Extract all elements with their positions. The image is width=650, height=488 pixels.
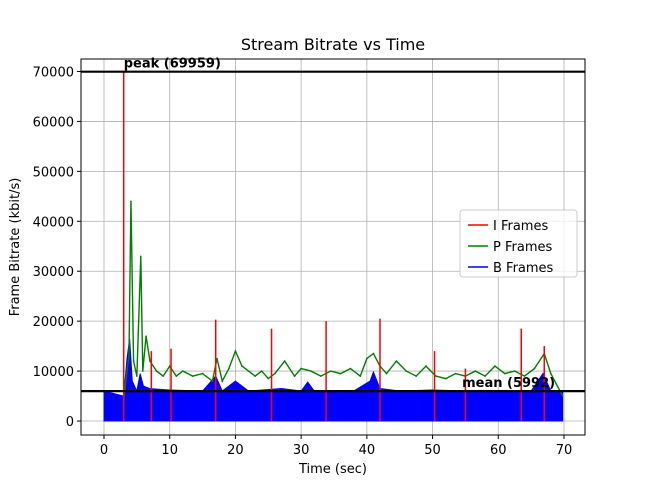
p-frames-point <box>444 377 447 380</box>
p-frames-point <box>293 375 296 377</box>
p-frames-point <box>191 375 194 377</box>
p-frames-point <box>274 372 276 375</box>
y-tick-label: 50000 <box>33 165 74 180</box>
plot-frame <box>80 58 586 436</box>
p-frames-line <box>123 201 564 402</box>
p-frames-point <box>405 370 408 372</box>
p-frames-point <box>395 360 398 362</box>
legend-label: B Frames <box>493 261 554 276</box>
p-frames-point <box>415 375 417 377</box>
p-frames-point <box>168 365 171 367</box>
p-frames-point <box>283 360 286 362</box>
p-frames-point <box>149 360 151 362</box>
p-frames-point <box>435 375 437 377</box>
p-frames-point <box>484 375 486 377</box>
y-tick-label: 20000 <box>33 315 74 330</box>
p-frames-point <box>254 375 256 377</box>
y-tick-label: 0 <box>66 415 74 430</box>
p-frames-point <box>474 370 477 372</box>
p-frames-point <box>425 365 427 367</box>
y-tick-label: 40000 <box>33 215 74 230</box>
p-frames-point <box>359 375 362 377</box>
p-frames-point <box>561 395 564 397</box>
x-tick-label: 30 <box>293 443 310 458</box>
p-frames-point <box>175 375 178 377</box>
p-frames-point <box>523 375 526 377</box>
x-tick-label: 70 <box>556 443 573 458</box>
y-tick-label: 70000 <box>33 65 74 80</box>
p-frames-point <box>385 372 388 375</box>
legend: I Frames P Frames B Frames <box>459 209 578 278</box>
y-tick-label: 30000 <box>33 265 74 280</box>
p-frames-point <box>550 372 552 375</box>
p-frames-point <box>241 365 243 367</box>
p-frames-point <box>216 357 218 360</box>
p-frames-point <box>132 360 135 362</box>
x-tick-label: 40 <box>359 443 376 458</box>
p-frames-point <box>211 380 214 382</box>
p-frames-point <box>556 385 559 387</box>
p-frames-point <box>349 367 352 370</box>
p-frames-point <box>300 367 302 370</box>
legend-label: I Frames <box>493 219 548 234</box>
p-frames-point <box>125 375 128 377</box>
reference-lines: peak (69959) mean (5992) <box>81 57 585 393</box>
p-frames-point <box>504 372 506 375</box>
p-frames-point <box>128 355 130 357</box>
p-frames-point <box>372 352 375 355</box>
x-tick-label: 60 <box>490 443 507 458</box>
p-frames-point <box>228 367 230 370</box>
p-frames-point <box>136 375 138 377</box>
legend-box <box>459 209 578 278</box>
peak-label: peak (69959) <box>124 57 221 72</box>
p-frames-point <box>513 370 516 372</box>
p-frames-point <box>339 372 342 375</box>
y-axis-title: Frame Bitrate (kbit/s) <box>8 178 23 317</box>
p-frames-point <box>162 375 164 377</box>
x-axis-title: Time (sec) <box>298 462 367 477</box>
p-frames-point <box>310 370 312 372</box>
x-tick-label: 50 <box>424 443 441 458</box>
p-frames-point <box>221 380 224 382</box>
y-tick-label: 60000 <box>33 115 74 130</box>
legend-label: P Frames <box>493 240 552 255</box>
p-frames-point <box>366 357 368 360</box>
p-frames-point <box>320 375 322 377</box>
x-tick-label: 0 <box>100 443 108 458</box>
chart-title: Stream Bitrate vs Time <box>241 35 425 54</box>
p-frames-point <box>155 370 158 372</box>
p-frames-point <box>267 377 270 380</box>
p-frames-point <box>454 372 457 375</box>
y-tick-label: 10000 <box>33 365 74 380</box>
p-frames-point <box>234 350 237 352</box>
p-frames-point <box>201 372 204 375</box>
x-tick-label: 20 <box>227 443 244 458</box>
p-frames-point <box>494 365 496 367</box>
p-frames-point <box>182 370 184 372</box>
p-frames-point <box>145 335 147 337</box>
p-frames-point <box>260 370 263 372</box>
axis-ticks: 0 10 20 30 40 50 60 70 0 10000 20000 30000 40000 5000… <box>33 65 573 458</box>
p-frames-point <box>329 370 332 372</box>
p-frames-point <box>533 367 536 370</box>
x-tick-label: 10 <box>161 443 178 458</box>
mean-label: mean (5992) <box>462 376 555 391</box>
p-frames-point <box>247 370 250 372</box>
p-frames-point <box>139 255 142 258</box>
p-frames-point <box>130 200 132 203</box>
p-frames-point <box>141 370 144 372</box>
